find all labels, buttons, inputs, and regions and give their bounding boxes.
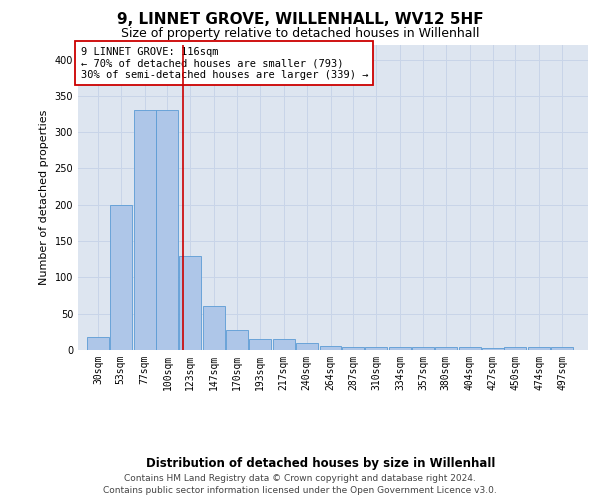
Text: 9, LINNET GROVE, WILLENHALL, WV12 5HF: 9, LINNET GROVE, WILLENHALL, WV12 5HF: [116, 12, 484, 28]
Bar: [412, 347, 434, 350]
Bar: [529, 347, 550, 350]
Bar: [134, 110, 155, 350]
Text: 9 LINNET GROVE: 116sqm
← 70% of detached houses are smaller (793)
30% of semi-de: 9 LINNET GROVE: 116sqm ← 70% of detached…: [80, 46, 368, 80]
Bar: [296, 342, 317, 350]
Bar: [365, 347, 387, 350]
Bar: [249, 339, 271, 350]
Bar: [203, 306, 225, 350]
Bar: [110, 205, 132, 350]
Bar: [226, 330, 248, 350]
Text: Size of property relative to detached houses in Willenhall: Size of property relative to detached ho…: [121, 28, 479, 40]
Bar: [505, 347, 526, 350]
Text: Distribution of detached houses by size in Willenhall: Distribution of detached houses by size …: [146, 458, 496, 470]
Bar: [273, 339, 295, 350]
Bar: [343, 347, 364, 350]
Bar: [179, 256, 202, 350]
Text: Contains HM Land Registry data © Crown copyright and database right 2024.
Contai: Contains HM Land Registry data © Crown c…: [103, 474, 497, 495]
Bar: [551, 347, 573, 350]
Bar: [435, 347, 457, 350]
Bar: [320, 346, 341, 350]
Bar: [157, 110, 178, 350]
Y-axis label: Number of detached properties: Number of detached properties: [39, 110, 49, 285]
Bar: [389, 347, 411, 350]
Bar: [459, 347, 481, 350]
Bar: [87, 337, 109, 350]
Bar: [482, 348, 503, 350]
